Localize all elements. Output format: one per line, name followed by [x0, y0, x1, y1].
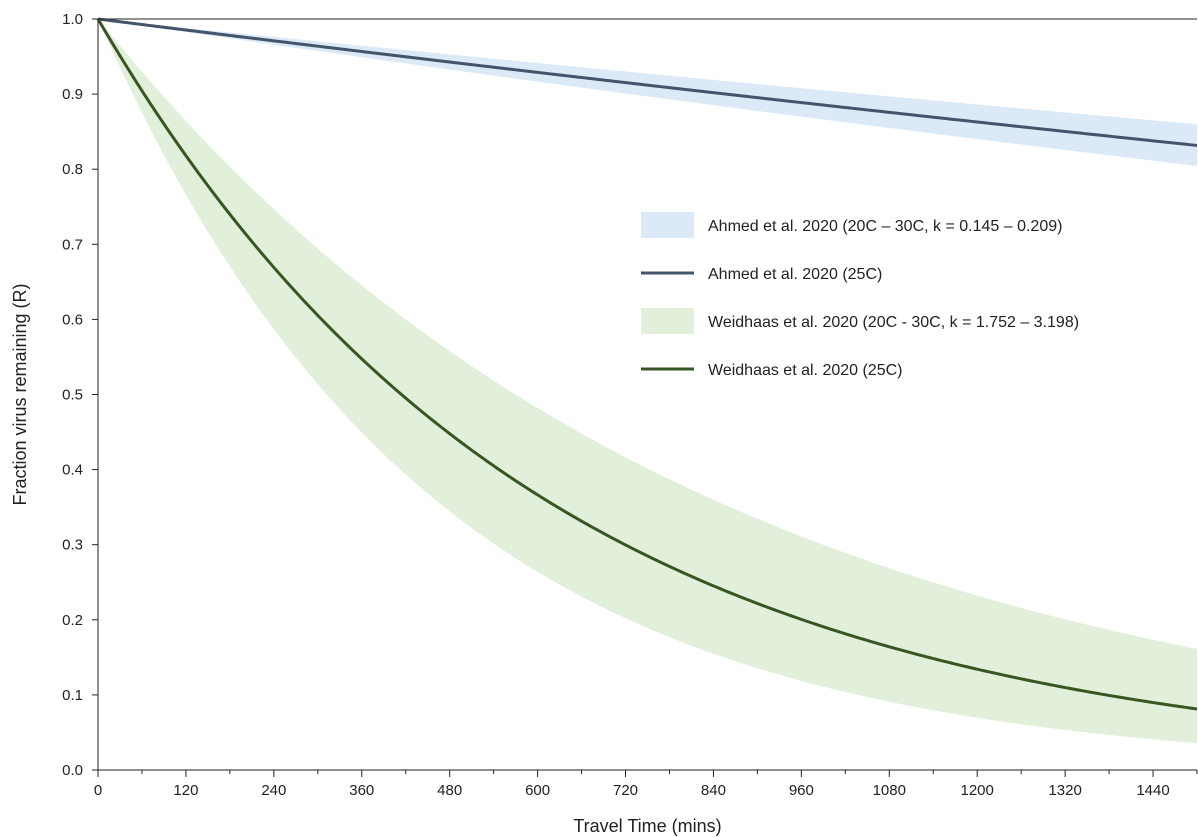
series-line-3 — [96, 18, 1198, 711]
series-band-2 — [98, 19, 1197, 744]
band-layer — [98, 19, 1197, 744]
x-axis-label: Travel Time (mins) — [573, 816, 721, 836]
x-tick-label: 0 — [94, 782, 102, 799]
legend-swatch-band — [641, 308, 694, 334]
y-tick-label: 0.3 — [62, 537, 83, 554]
x-tick-label: 960 — [789, 782, 814, 799]
legend: Ahmed et al. 2020 (20C – 30C, k = 0.145 … — [641, 212, 1079, 379]
legend-swatch-band — [641, 212, 694, 238]
x-tick-label: 120 — [173, 782, 198, 799]
y-tick-label: 0.8 — [62, 161, 83, 178]
y-tick-label: 0.6 — [62, 311, 83, 328]
legend-label: Weidhaas et al. 2020 (25C) — [708, 362, 902, 379]
x-tick-label: 840 — [701, 782, 726, 799]
y-tick-label: 0.0 — [62, 762, 83, 779]
x-tick-label: 360 — [349, 782, 374, 799]
y-ticks: 0.0 0.1 0.2 0.3 0.4 0.5 0.6 0.7 0.8 0.9 1.0 — [62, 11, 98, 779]
y-axis-label: Fraction virus remaining (R) — [10, 283, 30, 505]
legend-label: Weidhaas et al. 2020 (20C - 30C, k = 1.7… — [708, 314, 1079, 331]
x-tick-label: 1080 — [873, 782, 906, 799]
x-tick-label: 1200 — [961, 782, 994, 799]
x-tick-label: 720 — [613, 782, 638, 799]
x-tick-label: 1320 — [1048, 782, 1081, 799]
y-tick-label: 0.2 — [62, 612, 83, 629]
series-line-1 — [97, 17, 1198, 147]
line-layer — [96, 17, 1198, 711]
y-tick-label: 0.7 — [62, 236, 83, 253]
y-tick-label: 0.9 — [62, 86, 83, 103]
x-tick-label: 600 — [525, 782, 550, 799]
x-tick-label: 480 — [437, 782, 462, 799]
x-ticks: 0 120 240 360 480 600 720 840 960 1080 1200 1320 144… — [94, 770, 1198, 799]
y-tick-label: 0.1 — [62, 687, 83, 704]
x-tick-label: 240 — [261, 782, 286, 799]
legend-label: Ahmed et al. 2020 (25C) — [708, 266, 882, 283]
y-tick-label: 1.0 — [62, 11, 83, 28]
y-tick-label: 0.4 — [62, 462, 83, 479]
legend-label: Ahmed et al. 2020 (20C – 30C, k = 0.145 … — [708, 218, 1062, 235]
series-band-0 — [98, 19, 1197, 166]
y-tick-label: 0.5 — [62, 387, 83, 404]
x-tick-label: 1440 — [1136, 782, 1169, 799]
